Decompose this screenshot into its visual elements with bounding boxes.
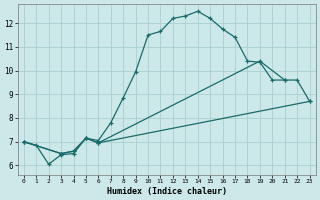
X-axis label: Humidex (Indice chaleur): Humidex (Indice chaleur) — [107, 187, 227, 196]
